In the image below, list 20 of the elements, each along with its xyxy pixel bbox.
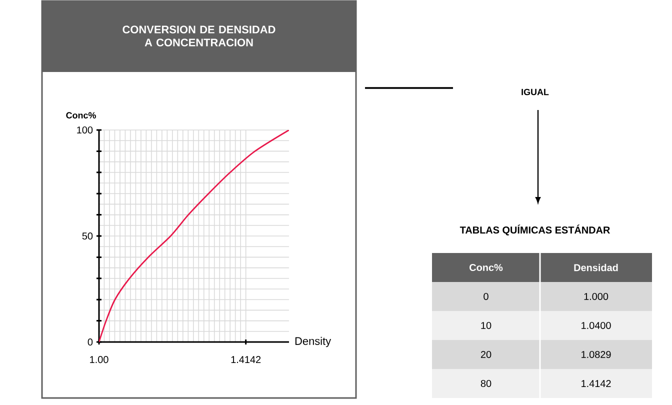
text: 20 [480, 350, 492, 358]
text: 0 [484, 292, 488, 300]
text: 80 [480, 380, 492, 388]
text: 1.0829 [582, 350, 611, 358]
text: 1.0400 [582, 322, 611, 330]
y-axis-title: Conc% [66, 112, 96, 118]
y-tick-label: 0 [88, 338, 93, 346]
chart-title: CONVERSION DE DENSIDAD A CONCENTRACION [122, 26, 276, 46]
text: 10 [481, 322, 492, 330]
text: IGUAL [522, 88, 549, 96]
text: Conc% [470, 264, 503, 272]
text: TABLAS QUÍMICAS ESTÁNDAR [460, 224, 610, 236]
text: Densidad [574, 264, 618, 272]
x-tick-label: 1.00 [90, 356, 108, 364]
text: 1.4142 [582, 380, 611, 387]
line-series [99, 130, 290, 342]
x-axis-title: Density [295, 336, 332, 348]
y-tick-label: 50 [82, 232, 93, 240]
text: 1.000 [584, 292, 608, 300]
y-tick-label: 100 [77, 126, 93, 134]
